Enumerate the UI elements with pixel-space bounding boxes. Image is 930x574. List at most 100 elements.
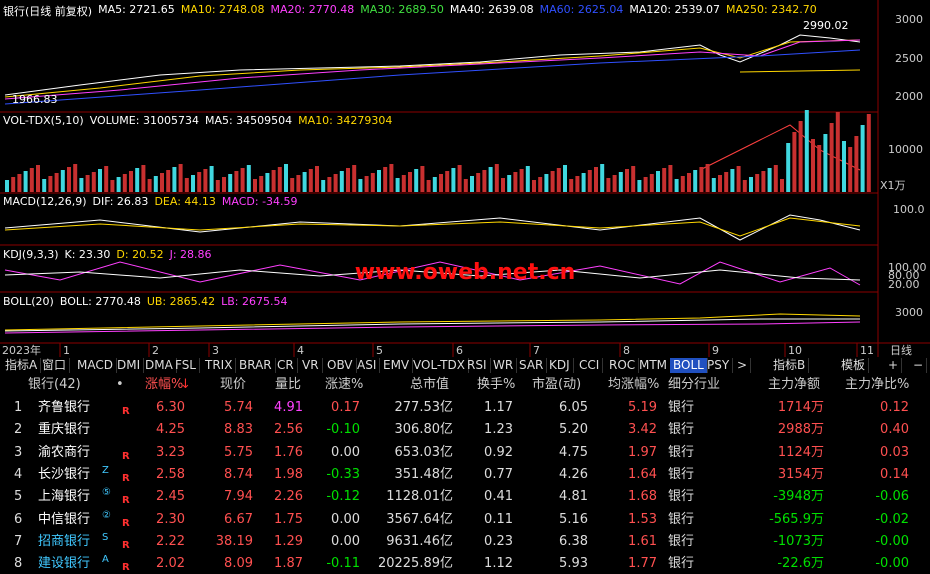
indicator-tab[interactable]: CCI: [576, 358, 604, 373]
cell: 0.41: [484, 489, 513, 505]
indicator-tab[interactable]: VOL-TDX: [410, 358, 469, 373]
volume-bar-decor: [85, 175, 90, 192]
cell: ⑤: [102, 487, 111, 499]
cell[interactable]: 上海银行: [38, 489, 91, 505]
cell: 4.75: [559, 444, 588, 460]
volume-bar-decor: [327, 177, 332, 192]
indicator-tab[interactable]: +: [885, 358, 903, 373]
cell: 1128.01亿: [386, 489, 453, 505]
column-header[interactable]: 细分行业: [668, 377, 721, 392]
column-header[interactable]: 涨速%: [325, 377, 364, 392]
cell: ②: [102, 509, 111, 521]
cell[interactable]: 渝农商行: [38, 444, 91, 460]
volume-bar-decor: [494, 164, 499, 192]
volume-bar-decor: [525, 166, 530, 192]
volume-bar-decor: [643, 177, 648, 192]
indicator-tab[interactable]: MACD: [74, 358, 117, 373]
indicator-tab[interactable]: KDJ: [546, 358, 574, 373]
cell: R: [122, 406, 130, 417]
cell: 4.91: [274, 400, 303, 415]
cell: 5.74: [224, 400, 253, 415]
volume-bar-decor: [321, 180, 326, 192]
column-header[interactable]: 银行(42): [28, 377, 81, 392]
column-header[interactable]: •: [116, 377, 124, 392]
indicator-tab[interactable]: PSY: [704, 358, 734, 373]
column-header[interactable]: 现价: [220, 377, 247, 392]
volume-bar-decor: [575, 176, 580, 192]
column-header[interactable]: 主力净比%: [845, 377, 910, 392]
indicator-tab[interactable]: 模板: [838, 358, 870, 373]
volume-bar-decor: [308, 169, 313, 192]
column-header[interactable]: 涨幅%: [145, 377, 184, 392]
indicator-tab[interactable]: TRIX: [202, 358, 237, 373]
cell: 1124万: [777, 444, 824, 460]
column-header[interactable]: 量比: [275, 377, 302, 392]
volume-bar-decor: [705, 164, 710, 192]
cell[interactable]: 中信银行: [38, 511, 91, 527]
indicator-tab[interactable]: RSI: [464, 358, 491, 373]
indicator-tab[interactable]: ROC: [606, 358, 640, 373]
indicator-tab[interactable]: −: [910, 358, 928, 373]
column-header[interactable]: 均涨幅%: [608, 377, 660, 392]
column-header[interactable]: 总市值: [410, 377, 450, 392]
indicator-tab[interactable]: EMV: [380, 358, 414, 373]
indicator-tab[interactable]: OBV: [324, 358, 357, 373]
column-header[interactable]: 市盈(动): [532, 377, 582, 392]
volume-bar-decor: [352, 165, 357, 192]
indicator-tab[interactable]: CR: [274, 358, 298, 373]
volume-bar-decor: [401, 175, 406, 192]
volume-bar-decor: [122, 174, 127, 192]
volume-bar-decor: [532, 180, 536, 192]
indicator-tab[interactable]: 指标A: [2, 358, 42, 373]
volume-bar-decor: [804, 110, 809, 192]
cell: R: [122, 472, 130, 484]
cell: 38.19: [215, 533, 253, 549]
cell[interactable]: 建设银行: [38, 556, 91, 572]
indicator-tab[interactable]: BOLL: [670, 358, 708, 373]
indicator-tab[interactable]: DMA: [142, 358, 177, 373]
indicator-value: MACD(12,26,9): [3, 195, 87, 208]
cell[interactable]: 齐鲁银行: [38, 400, 91, 415]
indicator-value: J: 28.86: [169, 248, 212, 261]
volume-bar-decor: [178, 164, 183, 192]
cell: 3.23: [156, 444, 185, 460]
cell[interactable]: 招商银行: [38, 533, 91, 549]
volume-bar-decor: [389, 164, 394, 192]
volume-bar-decor: [98, 169, 102, 192]
cell: 0.11: [484, 511, 513, 527]
watermark: www.oweb.net.cn: [355, 260, 576, 285]
volume-bar-decor: [674, 179, 679, 192]
cell[interactable]: 重庆银行: [38, 422, 91, 438]
volume-bar-decor: [184, 178, 189, 192]
volume-bar-decor: [569, 179, 574, 192]
cell: 351.48亿: [394, 466, 454, 482]
volume-bar-decor: [792, 132, 797, 192]
indicator-tab[interactable]: VR: [299, 358, 323, 373]
cell: 1.53: [628, 511, 657, 527]
volume-bar-decor: [773, 165, 778, 192]
indicator-tab[interactable]: 窗口: [39, 358, 71, 373]
column-header[interactable]: 换手%: [477, 377, 516, 392]
volume-bar-decor: [544, 174, 549, 192]
column-header[interactable]: 主力净额: [768, 377, 821, 392]
indicator-tab[interactable]: BRAR: [236, 358, 276, 373]
volume-bar-decor: [110, 180, 115, 192]
cell: 1714万: [777, 400, 824, 415]
indicator-tab[interactable]: >: [734, 358, 752, 373]
indicator-tab[interactable]: WR: [490, 358, 518, 373]
indicator-tab[interactable]: MTM: [636, 358, 672, 373]
cell: 6: [14, 511, 23, 527]
indicator-tab[interactable]: 指标B: [770, 358, 810, 373]
cell: 3.42: [628, 422, 657, 438]
axis-label: 2000: [895, 90, 923, 103]
cell[interactable]: 长沙银行: [38, 466, 91, 482]
indicator-tab[interactable]: SAR: [516, 358, 548, 373]
cell: 1.75: [274, 511, 303, 527]
indicator-tab[interactable]: ASI: [354, 358, 381, 373]
cell: 银行: [668, 511, 695, 527]
kdj-header: KDJ(9,3,3) K: 23.30 D: 20.52 J: 28.86: [3, 248, 212, 261]
indicator-tab[interactable]: FSL: [172, 358, 200, 373]
indicator-tab[interactable]: DMI: [114, 358, 145, 373]
volume-bar-decor: [364, 176, 369, 192]
